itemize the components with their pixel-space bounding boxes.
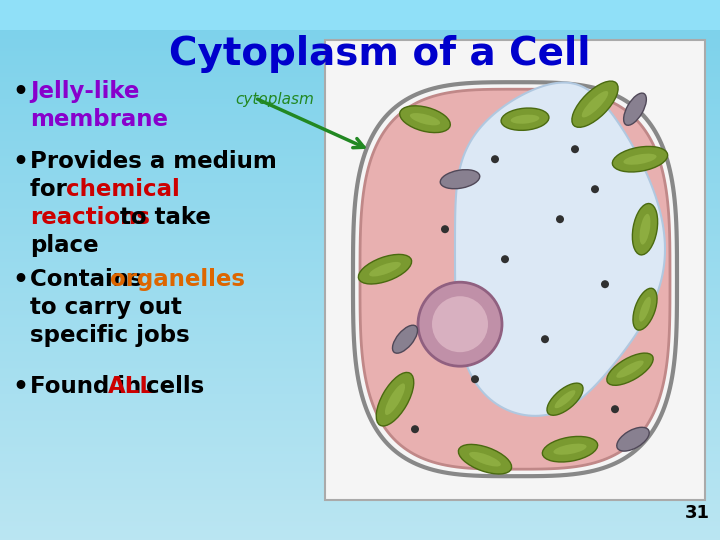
Ellipse shape [440,170,480,188]
Circle shape [591,185,599,193]
Ellipse shape [377,373,414,426]
FancyBboxPatch shape [325,40,705,500]
Ellipse shape [582,91,608,117]
Ellipse shape [617,427,649,451]
Ellipse shape [359,254,412,284]
Text: Jelly-like: Jelly-like [30,80,140,103]
Ellipse shape [542,436,598,462]
Ellipse shape [616,361,644,378]
Text: Contains: Contains [30,268,150,291]
Text: •: • [12,80,28,104]
Ellipse shape [501,108,549,130]
Circle shape [471,375,479,383]
Text: specific jobs: specific jobs [30,324,190,347]
Text: organelles: organelles [110,268,245,291]
Ellipse shape [639,296,651,322]
Circle shape [501,255,509,263]
Bar [0,0,720,30]
Text: •: • [12,375,28,399]
Circle shape [432,296,488,352]
Text: Cytoplasm of a Cell: Cytoplasm of a Cell [169,35,590,73]
Polygon shape [455,83,665,416]
Ellipse shape [633,288,657,330]
Ellipse shape [632,204,657,255]
Text: to carry out: to carry out [30,296,182,319]
Ellipse shape [459,444,512,474]
Ellipse shape [624,154,657,165]
Circle shape [441,225,449,233]
Circle shape [601,280,609,288]
Text: chemical: chemical [66,178,180,201]
Text: for: for [30,178,75,201]
Ellipse shape [624,93,647,125]
Ellipse shape [547,383,583,415]
Text: Provides a medium: Provides a medium [30,150,276,173]
Text: 31: 31 [685,504,710,522]
Text: •: • [12,268,28,292]
Text: cells: cells [138,375,204,398]
Circle shape [411,425,419,433]
Ellipse shape [554,444,587,455]
Text: •: • [12,150,28,174]
Text: place: place [30,234,99,257]
Text: reactions: reactions [30,206,150,229]
Polygon shape [360,89,670,469]
Ellipse shape [607,353,653,386]
Ellipse shape [410,113,440,125]
Text: Found in: Found in [30,375,149,398]
Ellipse shape [572,81,618,127]
Text: to take: to take [112,206,211,229]
Ellipse shape [385,383,405,415]
Circle shape [611,405,619,413]
Ellipse shape [554,390,575,408]
Ellipse shape [400,106,450,133]
Circle shape [541,335,549,343]
Ellipse shape [639,214,650,245]
Ellipse shape [392,325,418,353]
Text: cytoplasm: cytoplasm [235,92,314,107]
Circle shape [556,215,564,223]
Ellipse shape [369,262,401,276]
Ellipse shape [612,146,667,172]
Ellipse shape [469,452,501,467]
Circle shape [571,145,579,153]
Circle shape [491,155,499,163]
Text: ALL: ALL [108,375,155,398]
Ellipse shape [510,114,539,124]
Text: membrane: membrane [30,108,168,131]
Circle shape [418,282,502,366]
